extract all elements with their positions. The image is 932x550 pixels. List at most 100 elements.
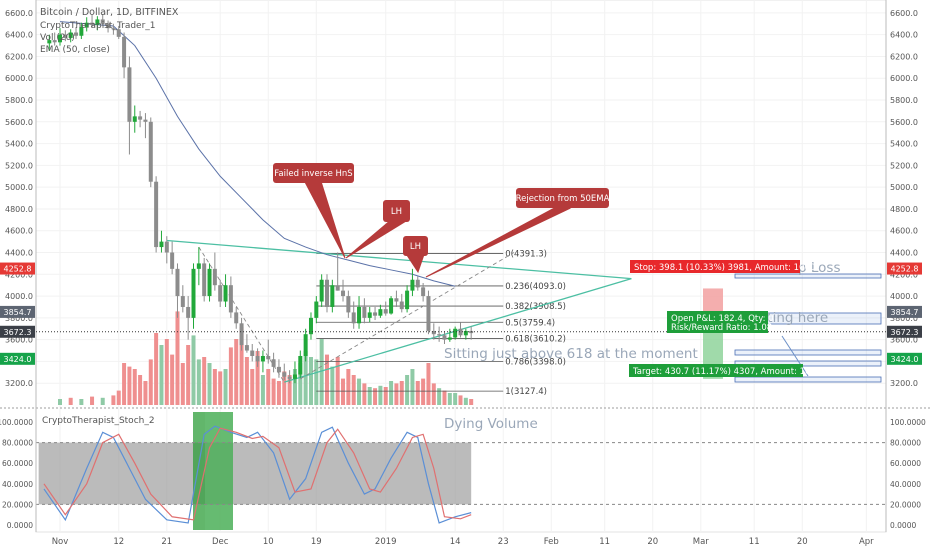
- candle-body: [260, 355, 265, 362]
- volume-bar: [383, 387, 388, 405]
- volume-bar: [351, 375, 356, 405]
- candle-body: [84, 22, 89, 28]
- volume-bar: [228, 347, 233, 405]
- callout-box: [403, 236, 428, 256]
- volume-bar: [90, 396, 95, 405]
- candle-body: [325, 279, 329, 307]
- stoch-series-line: [43, 427, 472, 521]
- trendline: [284, 278, 632, 383]
- x-tick-label: 11: [749, 537, 760, 547]
- candle-body: [319, 279, 324, 302]
- volume-bar: [159, 345, 164, 405]
- volume-bar: [212, 369, 217, 405]
- candle-body: [228, 285, 233, 313]
- stoch-tick-label-left: 80.0000: [2, 439, 33, 448]
- volume-bar: [426, 363, 431, 405]
- volume-bar: [239, 327, 244, 405]
- candle: [362, 298, 367, 324]
- price-tag-left-box: [0, 305, 35, 318]
- candle: [132, 105, 137, 133]
- candle: [453, 326, 458, 340]
- candle: [100, 13, 105, 26]
- candle: [415, 276, 420, 291]
- candle-body: [394, 298, 399, 302]
- stoch-tick-label-right: 20.0000: [890, 500, 921, 509]
- y-tick-label-right: 5000.0: [890, 183, 918, 192]
- y-tick-label-right: 6400.0: [890, 31, 918, 40]
- candle-body: [282, 372, 287, 377]
- volume-bar: [223, 369, 228, 405]
- target-boxes: [734, 273, 882, 383]
- y-tick-label-right: 5200.0: [890, 161, 918, 170]
- candle: [394, 290, 399, 307]
- volume-bar: [415, 381, 420, 405]
- stoch-panel: [36, 412, 886, 530]
- volume-bar: [389, 381, 394, 405]
- candle: [373, 306, 378, 321]
- volume-bar: [453, 393, 458, 405]
- target-label-box: [629, 364, 803, 377]
- y-tick-label-left: 6200.0: [5, 52, 33, 61]
- candle-body: [292, 374, 297, 379]
- candle-body: [431, 330, 436, 335]
- y-tick-label-left: 3600.0: [5, 336, 33, 345]
- candle: [255, 348, 260, 367]
- candle: [191, 263, 196, 329]
- volume-bar: [357, 378, 362, 405]
- fib-level-label: 0.5(3759.4): [505, 318, 555, 328]
- candle: [276, 359, 281, 378]
- candle: [447, 328, 452, 342]
- stoch-tick-label-left: 40.0000: [2, 480, 33, 489]
- candle-body: [410, 279, 415, 291]
- candle-body: [447, 337, 452, 340]
- candle-body: [95, 19, 100, 25]
- fib-level-label: 1(3127.4): [505, 387, 547, 397]
- candle-body: [351, 312, 356, 324]
- ema-line: [59, 21, 456, 287]
- candle-body: [389, 298, 394, 314]
- volume-bar: [100, 397, 105, 405]
- candle-body: [100, 19, 105, 24]
- volume-bar: [58, 399, 62, 405]
- x-tick-label: Dec: [212, 537, 229, 547]
- candle-body: [287, 376, 292, 379]
- target-box: [734, 376, 882, 383]
- target-box: [734, 360, 882, 367]
- candle: [442, 330, 447, 345]
- pnl-line-2: Risk/Reward Ratio: 1.08: [671, 323, 772, 333]
- volume-bar: [127, 366, 132, 405]
- y-tick-label-right: 6600.0: [890, 9, 918, 18]
- candle-body: [357, 306, 362, 324]
- candle-body: [373, 312, 378, 316]
- candle-body: [255, 355, 260, 362]
- candle: [437, 326, 442, 342]
- volume-bar: [68, 397, 73, 405]
- candle-body: [244, 345, 249, 351]
- callout-text: Rejection from 50EMA: [516, 194, 610, 204]
- volume-bar: [196, 359, 201, 405]
- candle-body: [207, 268, 212, 297]
- candle: [282, 363, 287, 380]
- volume-bar: [143, 381, 148, 405]
- candle-body: [421, 287, 426, 297]
- candle-body: [426, 296, 431, 331]
- price-tag-left-box: [0, 325, 35, 338]
- price-tag-left: 4252.8: [4, 265, 32, 274]
- trendline: [198, 246, 285, 383]
- price-tag-left-box: [0, 352, 35, 365]
- volume-bar: [260, 375, 265, 405]
- candle: [341, 279, 346, 302]
- candle: [298, 350, 303, 378]
- candle-body: [314, 301, 319, 318]
- candle-body: [175, 268, 180, 297]
- note-sitting-above-618: Sitting just above 618 at the moment: [444, 346, 698, 362]
- stoch-tick-label-right: 80.0000: [890, 439, 921, 448]
- price-tag-right-box: [887, 262, 922, 275]
- y-tick-label-right: 5800.0: [890, 96, 918, 105]
- candle-body: [308, 317, 313, 335]
- candle-body: [180, 296, 185, 307]
- candle: [234, 306, 239, 329]
- y-tick-label-right: 3200.0: [890, 379, 918, 388]
- candle-body: [399, 301, 404, 310]
